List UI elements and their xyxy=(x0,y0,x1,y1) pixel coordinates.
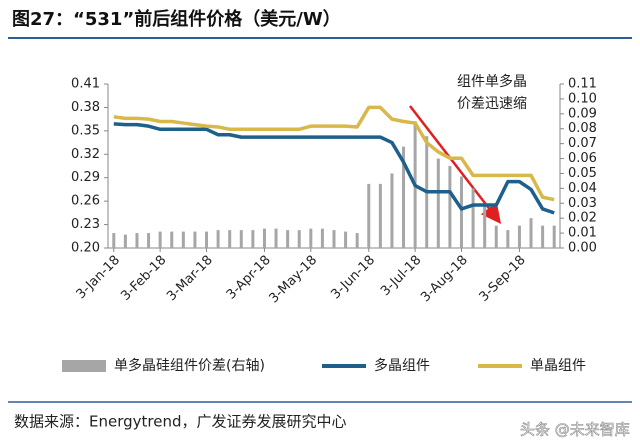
bar xyxy=(216,230,220,248)
bar xyxy=(436,158,440,248)
bar xyxy=(193,231,197,248)
bar xyxy=(378,183,382,248)
y2-tick-label: 0.03 xyxy=(568,196,597,211)
annotation: 价差迅速缩 xyxy=(457,96,527,112)
bar xyxy=(123,234,127,248)
bar xyxy=(158,231,162,248)
y2-tick-label: 0.06 xyxy=(568,151,597,166)
bar xyxy=(344,231,348,248)
x-tick-label: 3-Sep-18 xyxy=(477,253,529,305)
y2-tick-label: 0.04 xyxy=(568,181,597,196)
bar xyxy=(483,203,487,248)
bar xyxy=(448,166,452,248)
x-tick-label: 3-Feb-18 xyxy=(118,253,169,304)
y2-tick-label: 0.10 xyxy=(568,91,597,106)
bar xyxy=(552,225,556,248)
bar xyxy=(402,146,406,248)
bar xyxy=(390,173,394,248)
line xyxy=(113,105,555,202)
bar xyxy=(332,230,336,248)
x-tick-label: 3-Mar-18 xyxy=(164,253,216,305)
x-tick-label: 3-May-18 xyxy=(266,253,320,307)
bar xyxy=(494,225,498,248)
y-tick-label: 0.29 xyxy=(71,170,100,185)
bar xyxy=(251,230,255,248)
y-tick-label: 0.23 xyxy=(71,217,100,232)
bar xyxy=(262,228,266,248)
bar xyxy=(506,230,510,248)
y-tick-label: 0.41 xyxy=(71,77,100,92)
legend-swatch xyxy=(62,360,106,372)
bar xyxy=(205,231,209,248)
y-tick-label: 0.32 xyxy=(71,147,100,162)
bar xyxy=(135,233,139,248)
bar xyxy=(471,188,475,248)
y-tick-label: 0.26 xyxy=(71,194,100,209)
bar xyxy=(181,231,185,248)
legend-label: 多晶组件 xyxy=(374,357,430,374)
x-tick-label: 3-Jun-18 xyxy=(328,253,378,303)
x-tick-label: 3-Jan-18 xyxy=(74,253,123,302)
y-tick-label: 0.20 xyxy=(71,241,100,256)
y2-tick-label: 0.08 xyxy=(568,121,597,136)
watermark: 头条 @未来智库 xyxy=(520,421,630,439)
legend-label: 单晶组件 xyxy=(530,358,586,374)
bar xyxy=(286,230,290,248)
y2-tick-label: 0.07 xyxy=(568,136,597,151)
bar xyxy=(297,230,301,248)
bar xyxy=(147,233,151,248)
bar xyxy=(170,231,174,248)
y2-tick-label: 0.09 xyxy=(568,106,597,121)
bar xyxy=(112,233,116,248)
bar xyxy=(320,228,324,248)
y-tick-label: 0.38 xyxy=(71,100,100,115)
source: 数据来源：Energytrend，广发证券发展研究中心 xyxy=(14,413,347,431)
annotation-arrow xyxy=(409,105,502,224)
bar xyxy=(541,225,545,248)
chart-title: 图27：“531”前后组件价格（美元/W） xyxy=(12,8,341,30)
x-tick-label: 3-Aug-18 xyxy=(418,253,471,306)
bar xyxy=(529,218,533,248)
bar xyxy=(228,230,232,248)
y2-tick-label: 0.02 xyxy=(568,211,597,226)
bar xyxy=(367,183,371,248)
y-tick-label: 0.35 xyxy=(71,123,100,138)
bar xyxy=(239,230,243,248)
bar xyxy=(517,225,521,248)
bar xyxy=(274,228,278,248)
x-tick-label: 3-Jul-18 xyxy=(378,253,424,299)
legend-label: 单多晶硅组件价差(右轴) xyxy=(114,357,265,374)
bar xyxy=(459,176,463,248)
bar xyxy=(309,228,313,248)
bar xyxy=(355,233,359,248)
y2-tick-label: 0.01 xyxy=(568,226,597,241)
y2-tick-label: 0.11 xyxy=(568,77,597,92)
y2-tick-label: 0.00 xyxy=(568,241,597,256)
line xyxy=(113,122,555,215)
y2-tick-label: 0.05 xyxy=(568,166,597,181)
annotation: 组件单多晶 xyxy=(457,73,527,90)
